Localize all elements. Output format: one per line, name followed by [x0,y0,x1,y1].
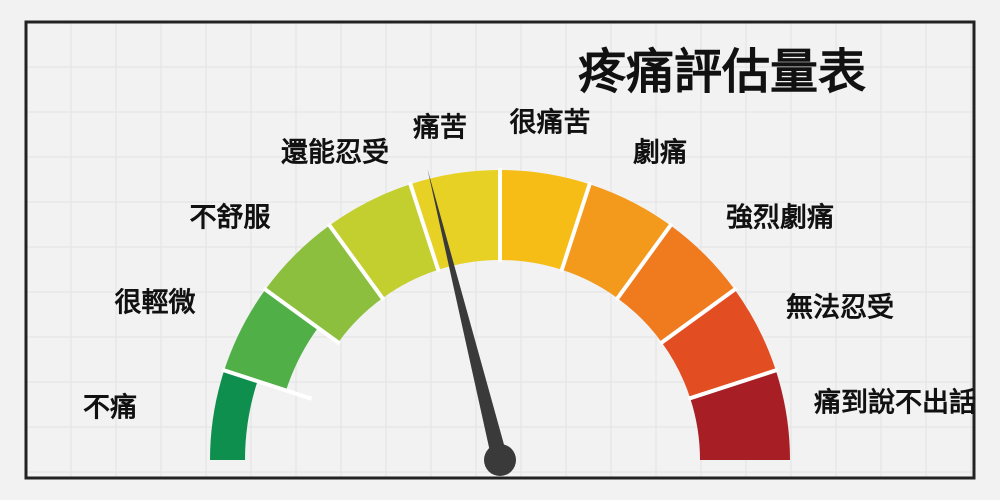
segment-label: 不舒服 [190,196,271,235]
segment-label: 還能忍受 [281,131,389,170]
segment-label: 痛到說不出話 [814,381,976,420]
segment-label: 無法忍受 [786,286,894,325]
segment-label: 很輕微 [115,281,196,320]
segment-label: 很痛苦 [510,101,591,140]
segment-label: 強烈劇痛 [726,196,834,235]
segment-label: 劇痛 [633,131,687,170]
segment-label: 痛苦 [413,106,467,145]
chart-title: 疼痛評估量表 [578,32,866,102]
segment-label: 不痛 [83,386,137,425]
